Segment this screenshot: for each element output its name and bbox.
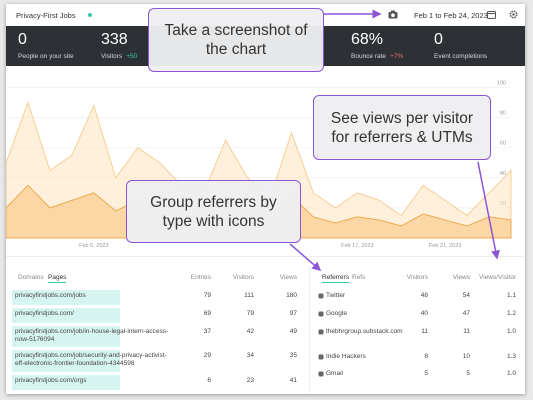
row-value: 35 [289, 352, 297, 359]
row-value: 42 [246, 328, 254, 335]
stat-change: +50 [126, 53, 138, 60]
x-tick-label: Feb 17, 2023 [341, 243, 373, 249]
stat-label-text: Visitors [101, 53, 123, 60]
row-value: 54 [462, 292, 470, 299]
row-highlight [12, 290, 120, 305]
stat-label: Visitors +50 [101, 53, 137, 60]
stat-label-text: Event completions [434, 53, 488, 60]
row-value: 1.0 [506, 328, 516, 335]
stat-label-text: People on your site [18, 53, 74, 60]
column-header[interactable]: Visitors [406, 274, 428, 281]
row-name[interactable]: privacyfirstjobs.com/job/in-house-legal-… [15, 328, 169, 343]
row-value: 11 [463, 328, 470, 335]
row-value: 1.1 [506, 292, 516, 299]
row-value: 8 [424, 353, 428, 360]
row-highlight [12, 375, 120, 390]
referrer-icon [318, 354, 324, 360]
stat-change: +7% [390, 53, 404, 60]
row-value: 1.0 [506, 370, 516, 377]
y-tick-label: 40 [500, 171, 506, 177]
row-value: 79 [203, 292, 211, 299]
row-value: 1.2 [506, 310, 516, 317]
row-value: 5 [424, 370, 428, 377]
stat-value: 338 [101, 31, 128, 48]
column-header[interactable]: Views [279, 274, 297, 281]
row-value: 37 [203, 328, 211, 335]
stat-value: 0 [434, 31, 443, 48]
settings-icon[interactable] [509, 10, 518, 19]
stat-label: Event completions [434, 53, 487, 60]
callout: See views per visitor for referrers & UT… [313, 95, 491, 160]
row-name[interactable]: privacyfirstjobs.com/ [15, 310, 74, 317]
referrer-icon [318, 329, 324, 335]
row-value: 49 [289, 328, 297, 335]
column-header[interactable]: Views/Visitor [479, 274, 516, 281]
column-header[interactable]: Visitors [232, 274, 254, 281]
row-name[interactable]: Google [326, 310, 347, 317]
callout: Take a screenshot of the chart [148, 8, 324, 72]
tab[interactable]: Domains [18, 274, 44, 281]
row-highlight [12, 350, 120, 372]
row-value: 41 [289, 377, 297, 384]
row-value: 97 [289, 310, 297, 317]
calendar-icon[interactable] [487, 10, 496, 19]
stat-value: 68% [351, 31, 384, 48]
row-name[interactable]: Gmail [326, 370, 343, 377]
row-value: 1.3 [506, 353, 516, 360]
column-header[interactable]: Entries [190, 274, 211, 281]
row-value: 111 [244, 292, 254, 299]
tab[interactable]: Refs [352, 274, 366, 281]
screenshot-button[interactable] [388, 10, 398, 19]
row-value: 180 [286, 292, 297, 299]
row-name[interactable]: privacyfirstjobs.com/orgs [15, 377, 87, 384]
tab[interactable]: Referrers [322, 274, 350, 283]
referrer-icon [318, 371, 324, 377]
divider [6, 256, 525, 257]
row-highlight [12, 308, 120, 323]
divider [309, 266, 310, 394]
site-name[interactable]: Privacy-First Jobs [16, 11, 76, 20]
row-value: 79 [246, 310, 254, 317]
y-tick-label: 80 [500, 111, 506, 117]
arrow [289, 243, 322, 271]
column-header[interactable]: Views [452, 274, 470, 281]
stat-label: People on your site [18, 53, 74, 60]
arrow [477, 161, 500, 260]
x-tick-label: Feb 5, 2023 [79, 243, 108, 249]
referrer-icon [318, 293, 324, 299]
y-tick-label: 100 [497, 81, 506, 87]
row-name[interactable]: thebhrgroup.substack.com [326, 328, 403, 335]
y-tick-label: 60 [500, 141, 506, 147]
stat-value: 0 [18, 31, 27, 48]
callout: Group referrers by type with icons [126, 180, 301, 243]
row-value: 29 [203, 352, 211, 359]
row-name[interactable]: Indie Hackers [326, 353, 366, 360]
referrer-icon [318, 311, 324, 317]
row-value: 47 [462, 310, 470, 317]
live-dot [88, 13, 92, 17]
row-value: 6 [207, 377, 211, 384]
row-value: 34 [246, 352, 254, 359]
tables: Domains Pages Entries Visitors Views privacyf… [6, 4, 525, 394]
stat-label-text: Bounce rate [351, 53, 387, 60]
row-value: 40 [420, 310, 428, 317]
row-name[interactable]: privacyfirstjobs.com/jobs [15, 292, 86, 299]
tab[interactable]: Pages [48, 274, 67, 283]
row-name[interactable]: privacyfirstjobs.com/job/security-and-pr… [15, 352, 167, 367]
row-name[interactable]: Twitter [326, 292, 346, 299]
row-value: 5 [466, 370, 470, 377]
row-value: 23 [246, 377, 254, 384]
row-value: 11 [421, 328, 428, 335]
row-value: 69 [203, 310, 211, 317]
row-highlight [12, 326, 120, 347]
row-value: 10 [462, 353, 470, 360]
x-tick-label: Feb 21, 2023 [429, 243, 461, 249]
stat-label: Bounce rate +7% [351, 53, 403, 60]
date-range[interactable]: Feb 1 to Feb 24, 2023 [414, 11, 488, 20]
row-value: 48 [420, 292, 428, 299]
